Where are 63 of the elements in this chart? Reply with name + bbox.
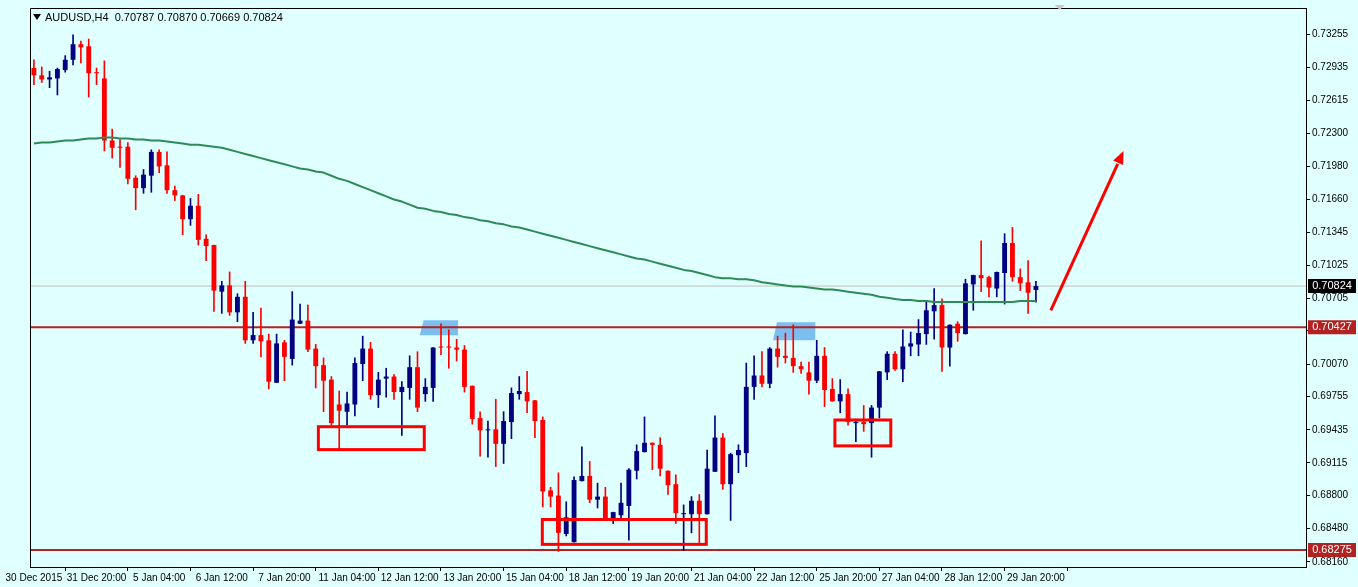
y-tick-label: 0.69115 [1312,456,1348,468]
candlestick [78,40,84,64]
y-tick-label: 0.69755 [1312,390,1349,402]
x-tick-label: 31 Dec 20:00 [66,571,127,583]
x-tick-label: 5 Jan 04:00 [133,571,186,583]
candlestick [219,280,225,314]
y-tick-label: 0.68480 [1312,522,1349,534]
x-tick-label: 30 Dec 2015 [5,571,63,583]
candlestick [908,331,914,357]
x-tick-label: 15 Jan 04:00 [506,571,565,583]
y-tick-label: 0.69435 [1312,423,1349,435]
y-tick-label: 0.73255 [1312,28,1349,40]
x-tick-label: 7 Jan 20:00 [258,571,311,583]
candlestick [931,288,937,340]
y-tick-label: 0.72615 [1312,94,1349,106]
y-tick-label: 0.71025 [1312,258,1349,270]
x-tick-label: 19 Jan 20:00 [631,571,690,583]
candlestick [861,405,867,432]
candlestick [336,390,342,451]
candlestick [1025,260,1031,314]
candlestick [978,240,984,292]
candlestick [297,303,303,325]
x-tick-label: 29 Jan 20:00 [1007,571,1066,583]
y-tick-label: 0.72935 [1312,61,1349,73]
ref-line-label: 0.68275 [1312,542,1352,555]
x-tick-label: 21 Jan 04:00 [693,571,753,583]
y-tick-label: 0.72300 [1312,127,1349,139]
candlestick [399,381,405,436]
candlestick [798,361,804,374]
candlestick [383,367,389,398]
candlestick [516,376,522,400]
ref-line-label: 0.70824 [1312,279,1352,292]
x-tick-label: 13 Jan 20:00 [443,571,502,583]
candlestick [250,312,256,344]
y-tick-label: 0.70705 [1312,292,1349,304]
candlestick [853,418,859,443]
x-tick-label: 22 Jan 12:00 [756,571,815,583]
y-tick-label: 0.71660 [1312,193,1349,205]
candlestick [759,351,765,388]
chart-title: AUDUSD,H4 0.70787 0.70870 0.70669 0.70824 [45,11,283,23]
y-tick-label: 0.68800 [1312,489,1349,501]
y-tick-label: 0.71345 [1312,225,1349,237]
y-tick-label: 0.68160 [1312,555,1349,567]
candlestick [790,324,796,373]
x-tick-label: 28 Jan 12:00 [944,571,1003,583]
x-tick-label: 11 Jan 04:00 [318,571,377,583]
x-tick-label: 18 Jan 12:00 [568,571,627,583]
candlestick [524,371,530,414]
candlestick [477,411,483,457]
x-tick-label: 25 Jan 20:00 [819,571,878,583]
candlestick [446,329,452,369]
candlestick [579,446,585,482]
y-tick-label: 0.71980 [1312,160,1349,172]
x-tick-label: 6 Jan 12:00 [195,571,249,583]
candlestick [493,398,499,467]
x-tick-label: 27 Jan 04:00 [881,571,941,583]
x-tick-label: 12 Jan 12:00 [380,571,440,583]
y-tick-label: 0.70070 [1312,357,1349,369]
candlestick [751,355,757,400]
candlestick [837,379,843,414]
ref-line-label: 0.70427 [1312,320,1352,333]
candlestick [203,234,209,261]
candlestick [31,59,37,85]
